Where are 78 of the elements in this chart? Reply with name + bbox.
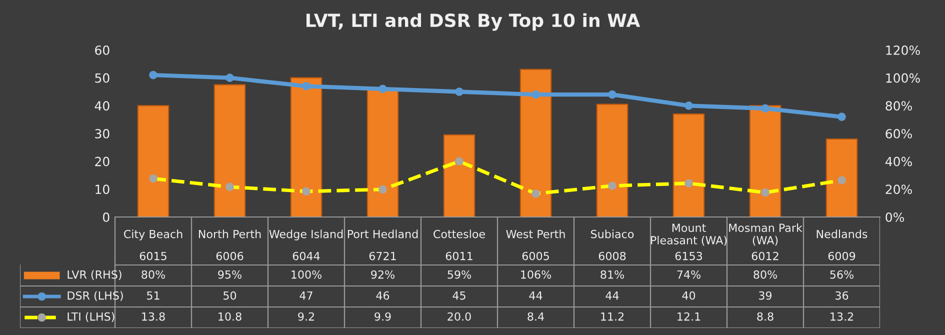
- chart-title: LVT, LTI and DSR By Top 10 in WA: [306, 13, 640, 31]
- y-tick-label: 60: [95, 45, 110, 55]
- data-label: 9.2: [298, 312, 314, 321]
- y2-tick-label: 100%: [886, 73, 920, 83]
- category-label: West Perth 6005: [506, 230, 565, 260]
- x-tick-label: Mount Pleasant (WA) 6153: [651, 224, 727, 260]
- data-label: 44: [529, 291, 542, 300]
- data-label: 13.2: [830, 312, 854, 321]
- data-label: 47: [300, 291, 312, 300]
- y2-tick-label: 80%: [886, 101, 912, 111]
- data-label: 74%: [677, 270, 700, 279]
- y-tick-label: 20: [95, 156, 110, 166]
- data-label: 80%: [754, 270, 777, 279]
- category-label: Port Hedland 6721: [348, 230, 418, 260]
- category-label: Subiaco 6008: [591, 230, 634, 260]
- point: [608, 90, 616, 99]
- data-label: 20.0: [448, 312, 471, 321]
- point: [684, 102, 693, 110]
- data-label: 8.8: [757, 312, 774, 321]
- y2-tick-label: 60%: [886, 128, 912, 138]
- y2-tick-label: 20%: [886, 184, 912, 194]
- point: [378, 84, 387, 94]
- y-tick-label: 40: [94, 101, 110, 111]
- data-label: 100%: [292, 270, 322, 279]
- y2-tick-label: 0%: [886, 212, 904, 222]
- data-label: 92%: [371, 270, 394, 279]
- y2-tick-label: 120%: [886, 45, 920, 55]
- point: [761, 104, 770, 113]
- data-label: 80%: [142, 270, 165, 279]
- data-label: 8.4: [528, 312, 544, 321]
- data-label: 46: [376, 291, 390, 300]
- category-label: Cottesloe 6011: [434, 230, 485, 260]
- y-tick-label: 10: [96, 184, 110, 194]
- data-label: 10.8: [218, 312, 242, 321]
- bar: [366, 88, 399, 217]
- x-tick-label: City Beach 6015: [124, 230, 182, 260]
- bar: [443, 134, 476, 217]
- bar: [290, 77, 322, 217]
- point: [838, 112, 846, 121]
- data-label: 56%: [830, 270, 854, 279]
- bar: [214, 84, 246, 217]
- data-label: 95%: [218, 270, 242, 279]
- data-label: 36: [836, 291, 848, 300]
- legend-label: LVR (RHS): [68, 270, 122, 280]
- y2-tick-label: 40%: [885, 156, 912, 166]
- point: [455, 88, 464, 96]
- data-label: 12.1: [678, 312, 700, 321]
- data-label: 51: [147, 291, 160, 300]
- point: [302, 82, 310, 90]
- data-label: 40: [682, 291, 696, 300]
- data-label: 9.9: [374, 312, 391, 321]
- point: [532, 90, 540, 99]
- data-label: 45: [452, 291, 466, 300]
- bar: [826, 138, 858, 217]
- y-tick-label: 50: [95, 73, 110, 83]
- data-label: 106%: [521, 270, 552, 279]
- category-label: North Perth 6006: [198, 230, 261, 260]
- bar: [672, 113, 705, 217]
- bar: [596, 104, 628, 217]
- data-label: 59%: [448, 270, 471, 279]
- legend-label: DSR (LHS): [68, 291, 123, 302]
- data-label: 50: [224, 291, 236, 300]
- y-tick-label: 30: [95, 128, 110, 138]
- data-label: 11.2: [601, 312, 624, 321]
- data-label: 13.8: [142, 312, 165, 321]
- point: [226, 74, 234, 82]
- y-tick-label: 0: [103, 212, 110, 222]
- x-tick-label: Wedge Island 6044: [269, 230, 343, 260]
- point: [149, 70, 158, 80]
- x-tick-label: Mosman Park (WA) 6012: [729, 223, 802, 260]
- category-label: Nedlands 6009: [816, 230, 868, 260]
- bar: [749, 105, 782, 217]
- bar: [137, 105, 170, 217]
- data-label: 81%: [600, 270, 624, 279]
- legend-label: LTI (LHS): [68, 312, 114, 322]
- data-label: 39: [759, 291, 772, 300]
- data-label: 44: [606, 291, 619, 300]
- bar: [520, 68, 552, 217]
